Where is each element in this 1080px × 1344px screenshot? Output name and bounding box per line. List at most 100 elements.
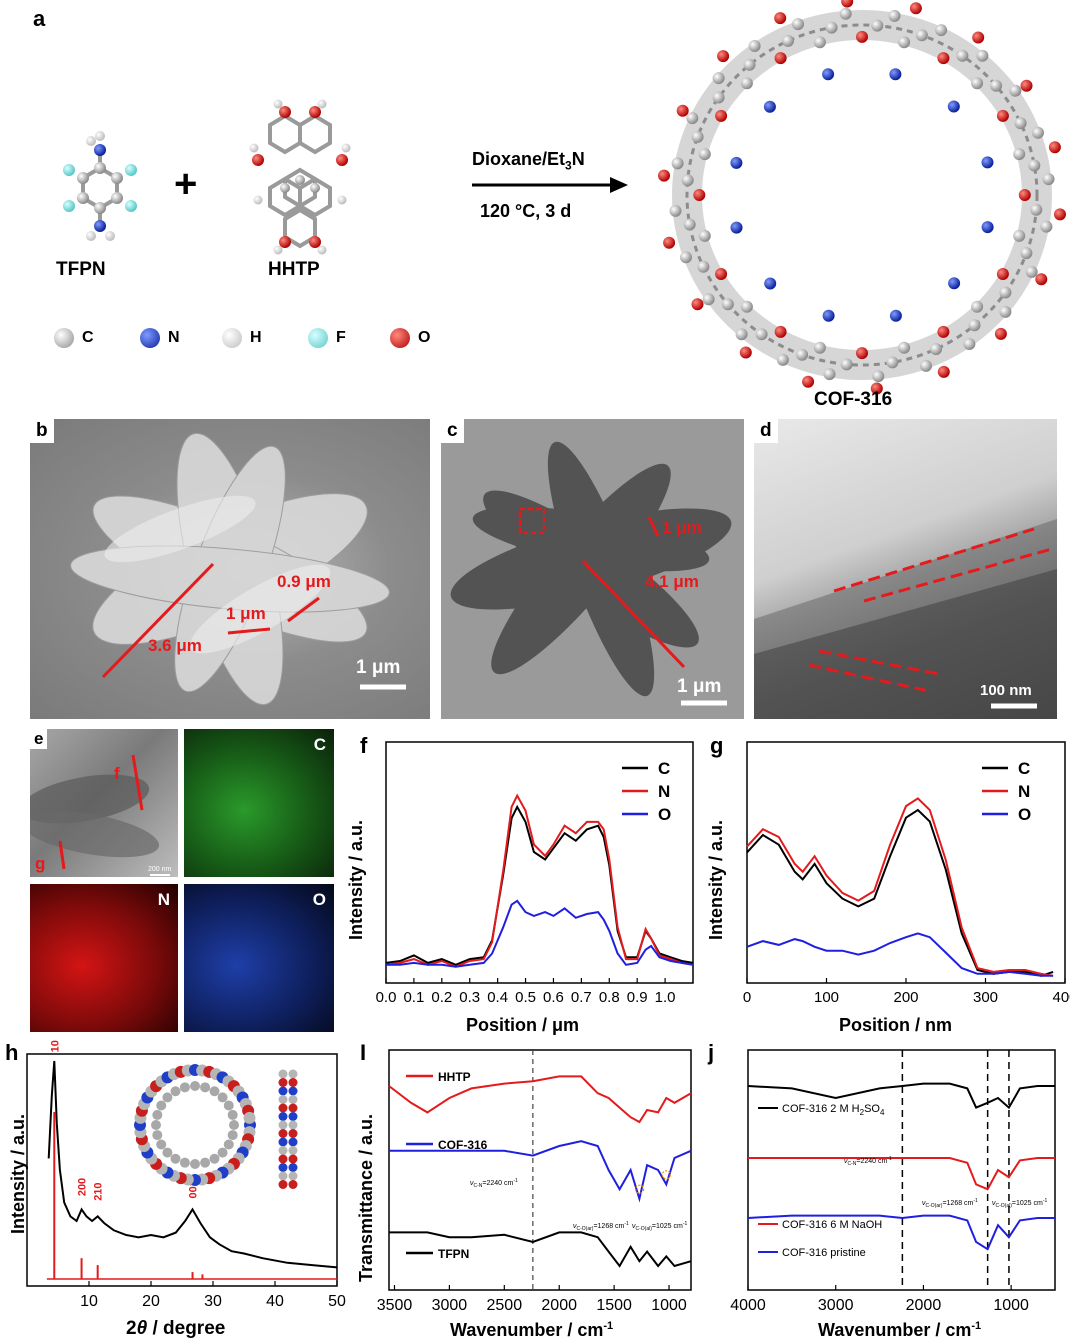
cof-atom xyxy=(669,204,682,217)
g-xtick-label: 0 xyxy=(743,989,751,1006)
i-xtick-label: 2500 xyxy=(487,1297,523,1314)
panel-g-chart: 0 100 200 300 400 CNO xyxy=(743,741,1070,1006)
panel-i-xlabel: Wavenumber / cm-1 xyxy=(450,1320,614,1340)
f-xtick-label: 0.0 xyxy=(376,989,397,1006)
f-series-o xyxy=(386,899,694,968)
cof-atom xyxy=(996,268,1009,280)
cof-atom-n xyxy=(763,100,776,113)
i-xtick-label: 1000 xyxy=(651,1297,687,1314)
cof-atom xyxy=(971,300,984,313)
atom-n-icon xyxy=(140,328,160,348)
panel-f-chart: 0.0 0.1 0.2 0.3 0.4 0.5 0.6 0.7 0.8 0.9 1.0 CNO xyxy=(376,741,694,1006)
cof-atom xyxy=(871,19,884,32)
panel-e-map-c: C xyxy=(184,729,334,877)
cof-atom-o xyxy=(870,382,883,395)
g-xtick-label: 400 xyxy=(1052,989,1070,1006)
panel-f-xlabel: Position / μm xyxy=(466,1015,580,1035)
cof-atom xyxy=(956,49,969,62)
hhtp-molecule xyxy=(268,113,332,249)
map-n-label: N xyxy=(157,890,170,909)
h-inset-stack xyxy=(278,1112,288,1121)
h-inset-atom xyxy=(227,1130,238,1141)
h-inset-atom xyxy=(209,1086,220,1097)
panel-d-tem-image: 100 nm d xyxy=(754,419,1057,719)
i-legend-label: TFPN xyxy=(438,1247,469,1261)
panel-b-letter: b xyxy=(30,419,54,443)
h-inset-stack xyxy=(278,1069,288,1079)
h-inset-atom xyxy=(151,1120,161,1130)
h-inset-atom xyxy=(152,1130,163,1141)
j-legend-pristine: COF-316 pristine xyxy=(782,1247,866,1259)
atom-o-icon xyxy=(390,328,410,348)
atom-legend-label: C xyxy=(82,329,94,346)
panel-j-chart: 4000 3000 2000 1000 COF-316 2 M H2SO4 COF-316… xyxy=(730,1049,1056,1314)
cof-atom xyxy=(1030,203,1043,216)
panel-a-letter: a xyxy=(33,6,46,31)
cof-atom xyxy=(999,286,1012,299)
cof-atom xyxy=(740,300,753,313)
panel-h-letter: h xyxy=(5,1040,19,1065)
f-xtick-label: 0.7 xyxy=(571,989,592,1006)
panel-e-map-n: N xyxy=(30,884,178,1032)
atom-legend-n: N xyxy=(140,328,180,348)
h-inset-stack xyxy=(278,1163,288,1172)
cof-atom xyxy=(963,338,976,350)
cof-atom xyxy=(1013,229,1026,242)
cof-atom xyxy=(839,7,852,20)
panel-e-tem-image: f g 200 nm e xyxy=(30,729,178,877)
cof-atom xyxy=(872,370,885,383)
cof-atom-o xyxy=(1054,208,1066,221)
cof-atom-o xyxy=(1020,79,1033,92)
cof-atom xyxy=(755,328,768,341)
cof-atom xyxy=(776,353,789,366)
plot-frame xyxy=(26,1053,338,1287)
c-measure-1: 1 μm xyxy=(662,518,702,537)
panel-e-letter: e xyxy=(30,729,48,749)
cof-atom-o xyxy=(717,50,730,63)
cof-atom-o xyxy=(1035,273,1048,286)
reaction-solvent: Dioxane/Et3N xyxy=(472,149,585,173)
cof-atom xyxy=(856,347,868,360)
cof-atom xyxy=(743,58,756,71)
f-series-n xyxy=(385,793,694,968)
cof-atom xyxy=(735,328,748,341)
f-xtick-label: 0.5 xyxy=(515,989,536,1006)
j-series-0 xyxy=(747,1082,1055,1110)
i-series-2 xyxy=(389,1231,692,1268)
panel-a-scheme: + xyxy=(63,0,1066,395)
i-xtick-label: 3000 xyxy=(432,1297,468,1314)
h-inset-stack xyxy=(278,1095,288,1104)
atom-f-icon xyxy=(308,328,328,348)
g-series-c xyxy=(746,808,1054,977)
cof316-ring xyxy=(672,10,1052,380)
h-inset-atom xyxy=(200,1082,211,1093)
j-legend-base: COF-316 6 M NaOH xyxy=(782,1219,882,1231)
h-inset-stack xyxy=(288,1163,298,1172)
cof-atom xyxy=(721,298,734,311)
reaction-temperature: 120 °C, 3 d xyxy=(480,201,572,221)
f-xtick-label: 0.3 xyxy=(459,989,480,1006)
h-peak-label: 100 xyxy=(49,1040,61,1052)
f-legend-label: O xyxy=(658,805,671,824)
cof-atom xyxy=(1028,159,1041,172)
panel-f-letter: f xyxy=(360,733,368,758)
f-xtick-label: 0.6 xyxy=(543,989,564,1006)
atom-legend-label: N xyxy=(168,329,180,346)
cof-atom-n xyxy=(889,309,902,322)
cof-atom xyxy=(1032,126,1044,139)
h-inset-stack xyxy=(288,1103,298,1113)
panel-g-xlabel: Position / nm xyxy=(839,1015,953,1035)
plot-frame xyxy=(385,741,694,984)
h-inset-stack xyxy=(288,1180,298,1189)
cof-atom xyxy=(937,52,950,65)
f-xtick-label: 1.0 xyxy=(655,989,676,1006)
atom-legend-label: F xyxy=(336,329,346,346)
f-xtick-label: 0.1 xyxy=(403,989,424,1006)
cof-atom-o xyxy=(663,236,676,249)
j-series-2 xyxy=(747,1214,1055,1251)
h-xtick-label: 10 xyxy=(80,1293,98,1310)
b-measure-3p6: 3.6 μm xyxy=(148,636,202,655)
cof-atom xyxy=(823,368,836,381)
panel-e-map-o: O xyxy=(184,884,334,1032)
